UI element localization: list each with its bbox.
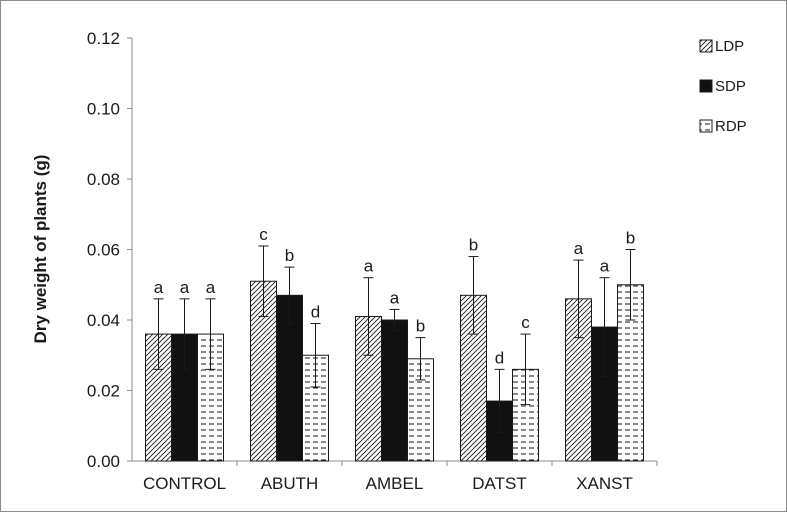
bars <box>145 245 644 462</box>
error-bar <box>520 333 531 406</box>
error-bar <box>310 323 321 388</box>
bar-sdp <box>381 319 408 462</box>
error-bar <box>415 337 426 381</box>
significance-letter: a <box>574 239 584 258</box>
y-tick-label: 0.12 <box>87 29 120 48</box>
significance-letter: a <box>180 278 190 297</box>
significance-letter: a <box>154 278 164 297</box>
x-category-label: ABUTH <box>261 474 319 493</box>
legend-label-rdp: RDP <box>715 118 747 135</box>
x-category-label: CONTROL <box>143 474 226 493</box>
x-category-label: AMBEL <box>366 474 424 493</box>
x-category-label: XANST <box>576 474 633 493</box>
significance-letter: a <box>206 278 216 297</box>
legend: LDP SDP RDP <box>699 38 747 135</box>
error-bar <box>258 245 269 317</box>
y-tick-label: 0.06 <box>87 241 120 260</box>
significance-letter: a <box>390 288 400 307</box>
legend-swatch-rdp <box>699 119 713 133</box>
significance-letter: b <box>285 246 294 265</box>
significance-letter: d <box>311 303 320 322</box>
error-bar <box>494 368 505 434</box>
error-bar <box>573 259 584 339</box>
y-tick-label: 0.08 <box>87 170 120 189</box>
legend-label-ldp: LDP <box>715 38 744 55</box>
legend-label-sdp: SDP <box>715 78 746 95</box>
significance-letter: c <box>521 313 530 332</box>
error-bar <box>205 298 216 370</box>
significance-letter: a <box>600 257 610 276</box>
error-bar <box>284 266 295 325</box>
significance-letter: c <box>259 225 268 244</box>
bar-rdp <box>197 333 224 462</box>
significance-letter: b <box>469 236 478 255</box>
legend-swatch-sdp <box>699 79 713 93</box>
error-bar <box>179 298 190 370</box>
y-tick-label: 0.02 <box>87 382 120 401</box>
x-category-label: DATST <box>472 474 526 493</box>
error-bar <box>599 277 610 377</box>
error-bar <box>153 298 164 370</box>
error-bar <box>468 256 479 335</box>
significance-letter: a <box>364 257 374 276</box>
significance-letter: b <box>416 317 425 336</box>
y-tick-label: 0.10 <box>87 100 120 119</box>
error-bar <box>389 308 400 332</box>
y-tick-label: 0.04 <box>87 311 120 330</box>
error-bar <box>363 277 374 356</box>
y-axis-title: Dry weight of plants (g) <box>31 155 50 344</box>
y-tick-label: 0.00 <box>87 452 120 471</box>
error-bar <box>625 249 636 321</box>
legend-swatch-ldp <box>699 39 713 53</box>
significance-letter: b <box>626 229 635 248</box>
significance-letter: d <box>495 348 504 367</box>
